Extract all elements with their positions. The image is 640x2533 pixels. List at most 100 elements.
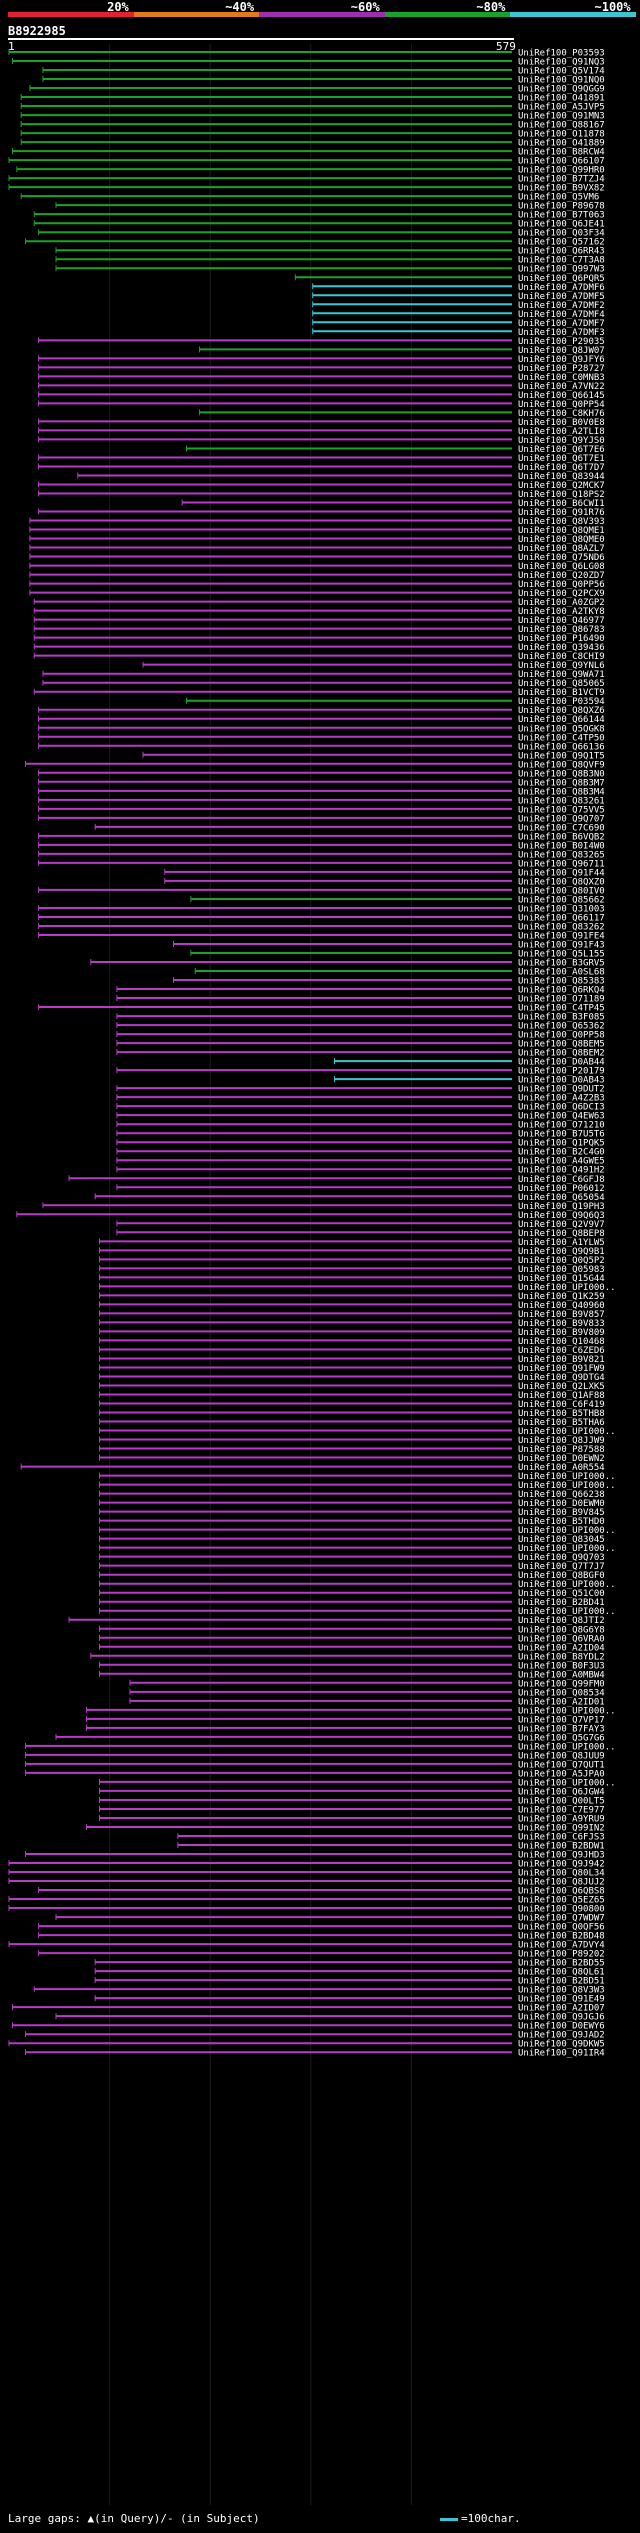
scale-start-label: 1 bbox=[8, 40, 15, 53]
hit-id-label: UniRef100_C8CHI9 bbox=[518, 652, 605, 662]
hit-id-label: UniRef100_Q96711 bbox=[518, 859, 605, 869]
hit-id-label: UniRef100_B3GRV5 bbox=[518, 959, 605, 969]
hit-id-label: UniRef100_B6CWI1 bbox=[518, 499, 605, 509]
hit-id-label: UniRef100_B0V0E8 bbox=[518, 418, 605, 428]
hit-id-label: UniRef100_Q8QXZ0 bbox=[518, 877, 605, 887]
hit-id-label: UniRef100_B2BD51 bbox=[518, 1977, 605, 1987]
hit-id-label: UniRef100_Q8BEM5 bbox=[518, 1040, 605, 1050]
hit-id-label: UniRef100_Q86783 bbox=[518, 625, 605, 635]
hit-id-label: UniRef100_Q1PQK5 bbox=[518, 1139, 605, 1149]
hit-id-label: UniRef100_Q997W3 bbox=[518, 265, 605, 275]
hit-id-label: UniRef100_A7DMF6 bbox=[518, 283, 605, 293]
hit-id-label: UniRef100_Q91IR4 bbox=[518, 2049, 605, 2059]
hit-id-label: UniRef100_Q99HR0 bbox=[518, 166, 605, 176]
footer-scale-legend: =100char. bbox=[440, 2512, 521, 2525]
hit-id-label: UniRef100_A9YRU9 bbox=[518, 1814, 605, 1824]
hit-id-label: UniRef100_O11878 bbox=[518, 130, 605, 140]
hit-id-label: UniRef100_C6GFJ8 bbox=[518, 1175, 605, 1185]
hit-id-label: UniRef100_Q83045 bbox=[518, 1535, 605, 1545]
hit-id-label: UniRef100_UPI000.. bbox=[518, 1580, 616, 1590]
hit-id-label: UniRef100_Q9Q9B1 bbox=[518, 1247, 605, 1257]
hit-id-label: UniRef100_Q91MN3 bbox=[518, 112, 605, 122]
hit-id-label: UniRef100_Q19PH3 bbox=[518, 1202, 605, 1212]
hit-id-label: UniRef100_B1VCT9 bbox=[518, 688, 605, 698]
hit-id-label: UniRef100_B5THA6 bbox=[518, 1418, 605, 1428]
hit-id-label: UniRef100_Q9JFY6 bbox=[518, 355, 605, 365]
hit-id-label: UniRef100_Q03F34 bbox=[518, 229, 605, 239]
hit-id-label: UniRef100_C6FJS3 bbox=[518, 1832, 605, 1842]
hit-id-label: UniRef100_Q91F44 bbox=[518, 868, 605, 878]
hit-id-label: UniRef100_Q6QBS8 bbox=[518, 1887, 605, 1897]
hit-id-label: UniRef100_A5JPA0 bbox=[518, 1769, 605, 1779]
hit-id-label: UniRef100_Q9J942 bbox=[518, 1860, 605, 1870]
hit-id-label: UniRef100_Q66144 bbox=[518, 715, 605, 725]
hit-id-label: UniRef100_Q6VRA0 bbox=[518, 1634, 605, 1644]
hit-id-label: UniRef100_Q6T7D7 bbox=[518, 463, 605, 473]
hit-id-label: UniRef100_Q9JHD3 bbox=[518, 1851, 605, 1861]
hit-id-label: UniRef100_Q91FE4 bbox=[518, 931, 605, 941]
hit-id-label: UniRef100_Q91E49 bbox=[518, 1995, 605, 2005]
hit-id-label: UniRef100_Q66136 bbox=[518, 742, 605, 752]
hit-id-label: UniRef100_Q91FW9 bbox=[518, 1364, 605, 1374]
hit-id-label: UniRef100_A0SL68 bbox=[518, 968, 605, 978]
hit-id-label: UniRef100_C6F419 bbox=[518, 1400, 605, 1410]
hit-id-label: UniRef100_A0ZGP2 bbox=[518, 598, 605, 608]
hit-id-label: UniRef100_Q88167 bbox=[518, 121, 605, 131]
hit-id-label: UniRef100_C0MNB3 bbox=[518, 373, 605, 383]
hit-id-label: UniRef100_P03594 bbox=[518, 697, 605, 707]
hit-id-label: UniRef100_UPI000.. bbox=[518, 1481, 616, 1491]
hit-id-label: UniRef100_Q6PQR5 bbox=[518, 274, 605, 284]
hit-id-label: UniRef100_Q65054 bbox=[518, 1193, 605, 1203]
hit-id-label: UniRef100_Q9DUT2 bbox=[518, 1085, 605, 1095]
hit-id-label: UniRef100_Q18PS2 bbox=[518, 490, 605, 500]
hit-id-label: UniRef100_A7DVY4 bbox=[518, 1941, 605, 1951]
hit-id-label: UniRef100_Q7WDW7 bbox=[518, 1914, 605, 1924]
hit-id-label: UniRef100_A7DMF5 bbox=[518, 292, 605, 302]
hit-id-label: UniRef100_B9V845 bbox=[518, 1508, 605, 1518]
hit-id-label: UniRef100_Q9QGG9 bbox=[518, 85, 605, 95]
hit-id-label: UniRef100_B3F085 bbox=[518, 1013, 605, 1023]
hit-id-label: UniRef100_Q83261 bbox=[518, 796, 605, 806]
hit-id-label: UniRef100_O71210 bbox=[518, 1121, 605, 1131]
hit-id-label: UniRef100_Q8G6Y8 bbox=[518, 1625, 605, 1635]
hit-id-label: UniRef100_A5JVP5 bbox=[518, 103, 605, 113]
hit-id-label: UniRef100_P03593 bbox=[518, 49, 605, 59]
identity-color-legend: 20% ~40% ~60% ~80% ~100% bbox=[8, 0, 636, 22]
hit-id-label: UniRef100_Q8B3M7 bbox=[518, 778, 605, 788]
hit-id-label: UniRef100_Q15G44 bbox=[518, 1274, 605, 1284]
hit-id-label: UniRef100_Q5L155 bbox=[518, 950, 605, 960]
hit-id-label: UniRef100_P16490 bbox=[518, 634, 605, 644]
hit-id-label: UniRef100_Q46977 bbox=[518, 616, 605, 626]
hit-id-label: UniRef100_Q8BEM2 bbox=[518, 1049, 605, 1059]
hit-id-label: UniRef100_Q1AF88 bbox=[518, 1391, 605, 1401]
hit-id-label: UniRef100_B6VQB2 bbox=[518, 832, 605, 842]
hit-id-label: UniRef100_D0AB44 bbox=[518, 1058, 605, 1068]
hit-id-label: UniRef100_Q9Q707 bbox=[518, 814, 605, 824]
hit-id-label: UniRef100_B9V821 bbox=[518, 1355, 605, 1365]
query-id: B8922985 bbox=[8, 24, 66, 38]
hit-id-label: UniRef100_Q9WA71 bbox=[518, 670, 605, 680]
hit-id-label: UniRef100_Q91NQ3 bbox=[518, 58, 605, 68]
hit-id-label: UniRef100_A7DMF7 bbox=[518, 319, 605, 329]
hit-id-label: UniRef100_Q5VM6 bbox=[518, 193, 599, 203]
hit-id-label: UniRef100_Q75VV5 bbox=[518, 805, 605, 815]
scale-end-label: 579 bbox=[496, 40, 516, 53]
hit-id-label: UniRef100_Q0QF56 bbox=[518, 1923, 605, 1933]
hit-id-label: UniRef100_Q8BGF0 bbox=[518, 1571, 605, 1581]
hit-id-label: UniRef100_Q5EZ65 bbox=[518, 1896, 605, 1906]
hit-id-label: UniRef100_B0I4W0 bbox=[518, 841, 605, 851]
hit-id-label: UniRef100_B2BDW1 bbox=[518, 1841, 605, 1851]
hit-id-label: UniRef100_Q83265 bbox=[518, 850, 605, 860]
hit-id-label: UniRef100_C7E977 bbox=[518, 1805, 605, 1815]
hit-id-label: UniRef100_B2BD48 bbox=[518, 1932, 605, 1942]
hit-id-label: UniRef100_Q4EW63 bbox=[518, 1112, 605, 1122]
hit-id-label: UniRef100_P89678 bbox=[518, 202, 605, 212]
hit-id-label: UniRef100_Q5V174 bbox=[518, 67, 605, 77]
hit-id-label: UniRef100_Q51C00 bbox=[518, 1589, 605, 1599]
hit-id-label: UniRef100_B9VX82 bbox=[518, 184, 605, 194]
hit-id-label: UniRef100_Q9YNL6 bbox=[518, 661, 605, 671]
hit-id-label: UniRef100_UPI000.. bbox=[518, 1706, 616, 1716]
hit-id-label: UniRef100_O41889 bbox=[518, 139, 605, 149]
hit-id-label: UniRef100_Q20ZD7 bbox=[518, 571, 605, 581]
hit-id-label: UniRef100_A2TLI8 bbox=[518, 427, 605, 437]
